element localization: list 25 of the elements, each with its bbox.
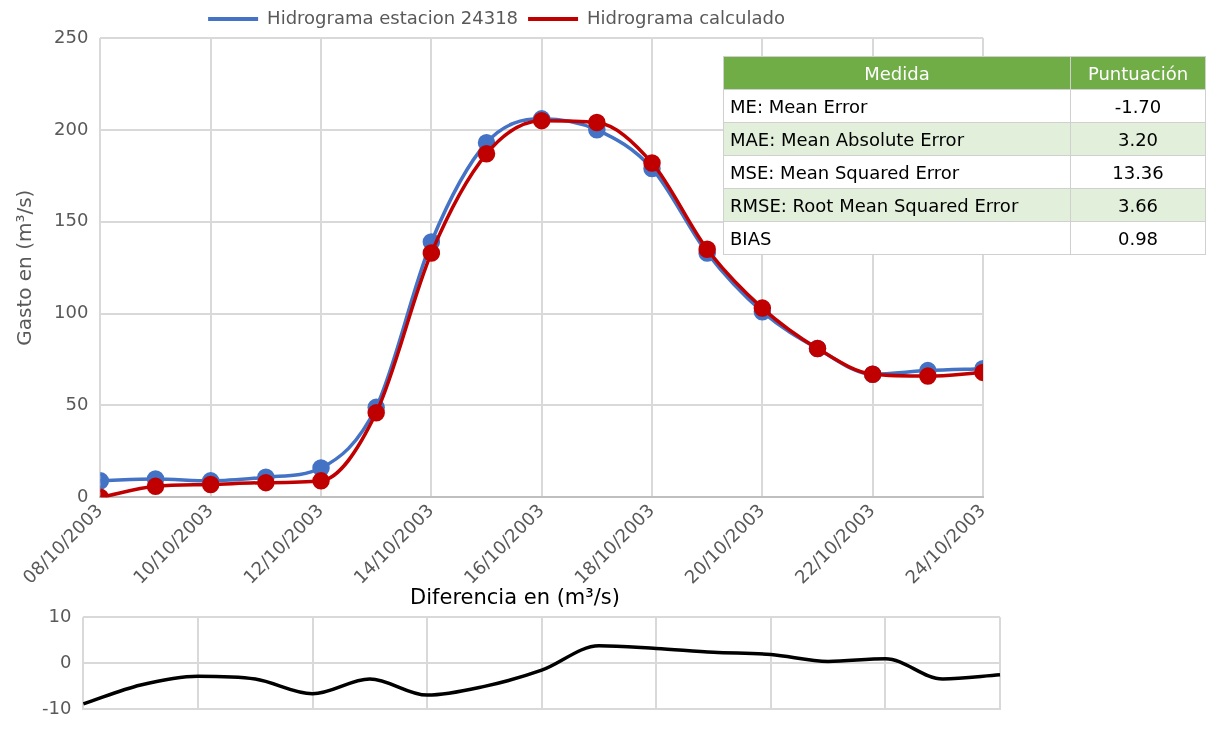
category-label: BIAS bbox=[723, 221, 1071, 255]
y-tick-label: 100 bbox=[54, 301, 89, 323]
y-tick-label: 50 bbox=[65, 393, 89, 415]
legend-label: Hidrograma calculado bbox=[587, 6, 785, 28]
data-label: -1.70 bbox=[1070, 89, 1206, 123]
data-label: 0.98 bbox=[1070, 221, 1206, 255]
data-label: 3.66 bbox=[1070, 188, 1206, 222]
y-tick-label: 200 bbox=[54, 117, 89, 139]
y-tick-label: -10 bbox=[41, 697, 72, 719]
y-tick-label: 0 bbox=[76, 485, 89, 507]
category-label: MAE: Mean Absolute Error bbox=[723, 122, 1071, 156]
y-tick-label: 250 bbox=[54, 25, 89, 47]
legend-label: Hidrograma estacion 24318 bbox=[267, 6, 519, 28]
y-tick-label: 0 bbox=[59, 650, 72, 672]
text: Puntuación bbox=[1070, 56, 1206, 90]
category-label: MSE: Mean Squared Error bbox=[723, 155, 1071, 189]
y-axis-title: Gasto en (m³/s) bbox=[12, 189, 37, 346]
y-tick-label: 150 bbox=[54, 209, 89, 231]
data-label: 13.36 bbox=[1070, 155, 1206, 189]
data-label: 3.20 bbox=[1070, 122, 1206, 156]
y-tick-label: 10 bbox=[48, 604, 72, 626]
text: Medida bbox=[723, 56, 1071, 90]
chart-title: Diferencia en (m³/s) bbox=[410, 585, 620, 610]
category-label: ME: Mean Error bbox=[723, 89, 1071, 123]
category-label: RMSE: Root Mean Squared Error bbox=[723, 188, 1071, 222]
